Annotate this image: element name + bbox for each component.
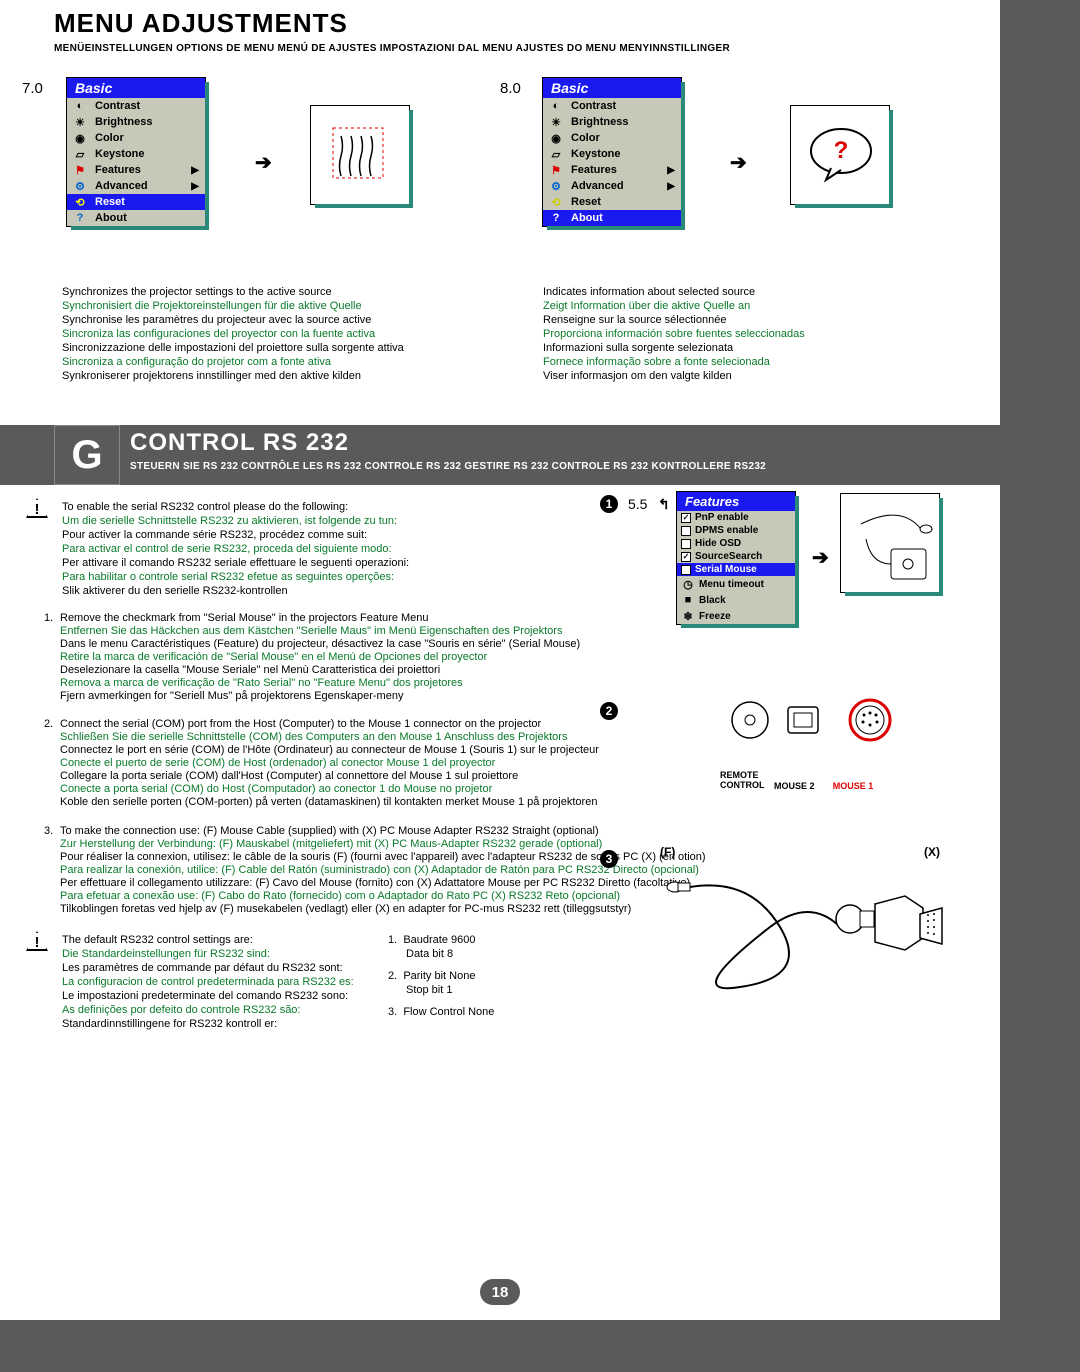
black-icon: ■ bbox=[681, 593, 695, 607]
section-subtitle: STEUERN SIE RS 232 CONTRÔLE LES RS 232 C… bbox=[130, 461, 766, 472]
contrast-icon: ◐ bbox=[73, 99, 87, 113]
svg-text:?: ? bbox=[834, 137, 849, 164]
warning-icon: ! bbox=[26, 498, 48, 518]
step-badge-1: 1 bbox=[600, 495, 618, 513]
step-badge-2: 2 bbox=[600, 702, 618, 720]
menu-row: ⟲Reset bbox=[543, 194, 681, 210]
about-icon: ? bbox=[549, 211, 563, 225]
return-icon: ↰ bbox=[658, 496, 670, 513]
menu-row: ✓PnP enable bbox=[677, 511, 795, 524]
keystone-icon: ▱ bbox=[549, 147, 563, 161]
step-ref-55: 5.5 bbox=[628, 496, 647, 512]
bottom-section: ! To enable the serial RS232 control ple… bbox=[0, 485, 1000, 1315]
menu-row: ☀Brightness bbox=[543, 114, 681, 130]
settings-values: 1. Baudrate 9600 Data bit 8 2. Parity bi… bbox=[388, 933, 494, 1019]
menu-row: ❄Freeze bbox=[677, 608, 795, 624]
menu-row-selected: ?About bbox=[543, 210, 681, 226]
basic-head: Basic bbox=[67, 78, 205, 98]
contrast-icon: ◐ bbox=[549, 99, 563, 113]
intro-text: To enable the serial RS232 control pleas… bbox=[62, 500, 409, 598]
features-head: Features bbox=[677, 492, 795, 511]
menu-row: ⚙Advanced▶ bbox=[67, 178, 205, 194]
basic-head: Basic bbox=[543, 78, 681, 98]
menu-row: ⚑Features▶ bbox=[543, 162, 681, 178]
advanced-icon: ⚙ bbox=[549, 179, 563, 193]
menu-row: ◷Menu timeout bbox=[677, 576, 795, 592]
step-badge-3: 3 bbox=[600, 850, 618, 868]
page-title: MENU ADJUSTMENTS bbox=[54, 8, 982, 39]
cable-diagram: (F) (X) bbox=[660, 845, 950, 1024]
color-icon: ◉ bbox=[73, 131, 87, 145]
header: MENU ADJUSTMENTS MENÜEINSTELLUNGEN OPTIO… bbox=[0, 0, 1000, 55]
section-title: CONTROL RS 232 bbox=[130, 429, 349, 457]
reset-icon: ⟲ bbox=[73, 195, 87, 209]
menu-row: ⚙Advanced▶ bbox=[543, 178, 681, 194]
checkbox-icon: ✓ bbox=[681, 552, 691, 562]
page: MENU ADJUSTMENTS MENÜEINSTELLUNGEN OPTIO… bbox=[0, 0, 1000, 1320]
menu-row: DPMS enable bbox=[677, 524, 795, 537]
menu-row: ☀Brightness bbox=[67, 114, 205, 130]
step-1: 1. Remove the checkmark from "Serial Mou… bbox=[44, 612, 580, 703]
ports-diagram: REMOTECONTROL MOUSE 2 MOUSE 1 bbox=[720, 695, 940, 791]
chevron-right-icon: ▶ bbox=[667, 181, 675, 192]
menu-row: ◉Color bbox=[543, 130, 681, 146]
settings-text: The default RS232 control settings are: … bbox=[62, 933, 354, 1031]
color-icon: ◉ bbox=[549, 131, 563, 145]
checkbox-icon bbox=[681, 539, 691, 549]
about-illustration: ? bbox=[790, 105, 890, 205]
step-2: 2. Connect the serial (COM) port from th… bbox=[44, 718, 599, 809]
menu-row-selected: Serial Mouse bbox=[677, 563, 795, 576]
chevron-right-icon: ▶ bbox=[667, 165, 675, 176]
menu-row-selected: ⟲Reset bbox=[67, 194, 205, 210]
keystone-icon: ▱ bbox=[73, 147, 87, 161]
menu-row: ▱Keystone bbox=[67, 146, 205, 162]
page-subtitle: MENÜEINSTELLUNGEN OPTIONS DE MENU MENÚ D… bbox=[54, 43, 982, 54]
chevron-right-icon: ▶ bbox=[191, 165, 199, 176]
chevron-right-icon: ▶ bbox=[191, 181, 199, 192]
arrow-right-icon: ➔ bbox=[255, 150, 272, 175]
step-3: 3. To make the connection use: (F) Mouse… bbox=[44, 825, 706, 916]
menu-row: ✓SourceSearch bbox=[677, 550, 795, 563]
reset-icon: ⟲ bbox=[549, 195, 563, 209]
about-icon: ? bbox=[73, 211, 87, 225]
brightness-icon: ☀ bbox=[549, 115, 563, 129]
section-g-banner: G CONTROL RS 232 STEUERN SIE RS 232 CONT… bbox=[0, 425, 1000, 485]
desc-80: Indicates information about selected sou… bbox=[543, 285, 805, 383]
section-number-80: 8.0 bbox=[500, 80, 521, 97]
basic-menu-80: Basic ◐Contrast ☀Brightness ◉Color ▱Keys… bbox=[542, 77, 682, 227]
menu-row: ◐Contrast bbox=[67, 98, 205, 114]
reset-illustration bbox=[310, 105, 410, 205]
page-number: 18 bbox=[480, 1279, 520, 1305]
features-icon: ⚑ bbox=[549, 163, 563, 177]
checkbox-icon bbox=[681, 526, 691, 536]
freeze-icon: ❄ bbox=[681, 609, 695, 623]
menu-row: ■Black bbox=[677, 592, 795, 608]
menu-row: ⚑Features▶ bbox=[67, 162, 205, 178]
arrow-right-icon: ➔ bbox=[730, 150, 747, 175]
checkbox-icon bbox=[681, 565, 691, 575]
advanced-icon: ⚙ bbox=[73, 179, 87, 193]
desc-70: Synchronizes the projector settings to t… bbox=[62, 285, 404, 383]
section-letter: G bbox=[54, 425, 120, 485]
menu-row: ◉Color bbox=[67, 130, 205, 146]
checkbox-icon: ✓ bbox=[681, 513, 691, 523]
menu-row: Hide OSD bbox=[677, 537, 795, 550]
menu-row: ▱Keystone bbox=[543, 146, 681, 162]
warning-icon: ! bbox=[26, 931, 48, 951]
serial-mouse-illustration bbox=[840, 493, 940, 593]
menu-row: ◐Contrast bbox=[543, 98, 681, 114]
features-icon: ⚑ bbox=[73, 163, 87, 177]
features-menu: Features ✓PnP enable DPMS enable Hide OS… bbox=[676, 491, 796, 625]
basic-menu-70: Basic ◐Contrast ☀Brightness ◉Color ▱Keys… bbox=[66, 77, 206, 227]
menu-row: ?About bbox=[67, 210, 205, 226]
top-section: 7.0 8.0 Basic ◐Contrast ☀Brightness ◉Col… bbox=[0, 55, 1000, 425]
arrow-right-icon: ➔ bbox=[812, 545, 829, 570]
brightness-icon: ☀ bbox=[73, 115, 87, 129]
clock-icon: ◷ bbox=[681, 577, 695, 591]
section-number-70: 7.0 bbox=[22, 80, 43, 97]
